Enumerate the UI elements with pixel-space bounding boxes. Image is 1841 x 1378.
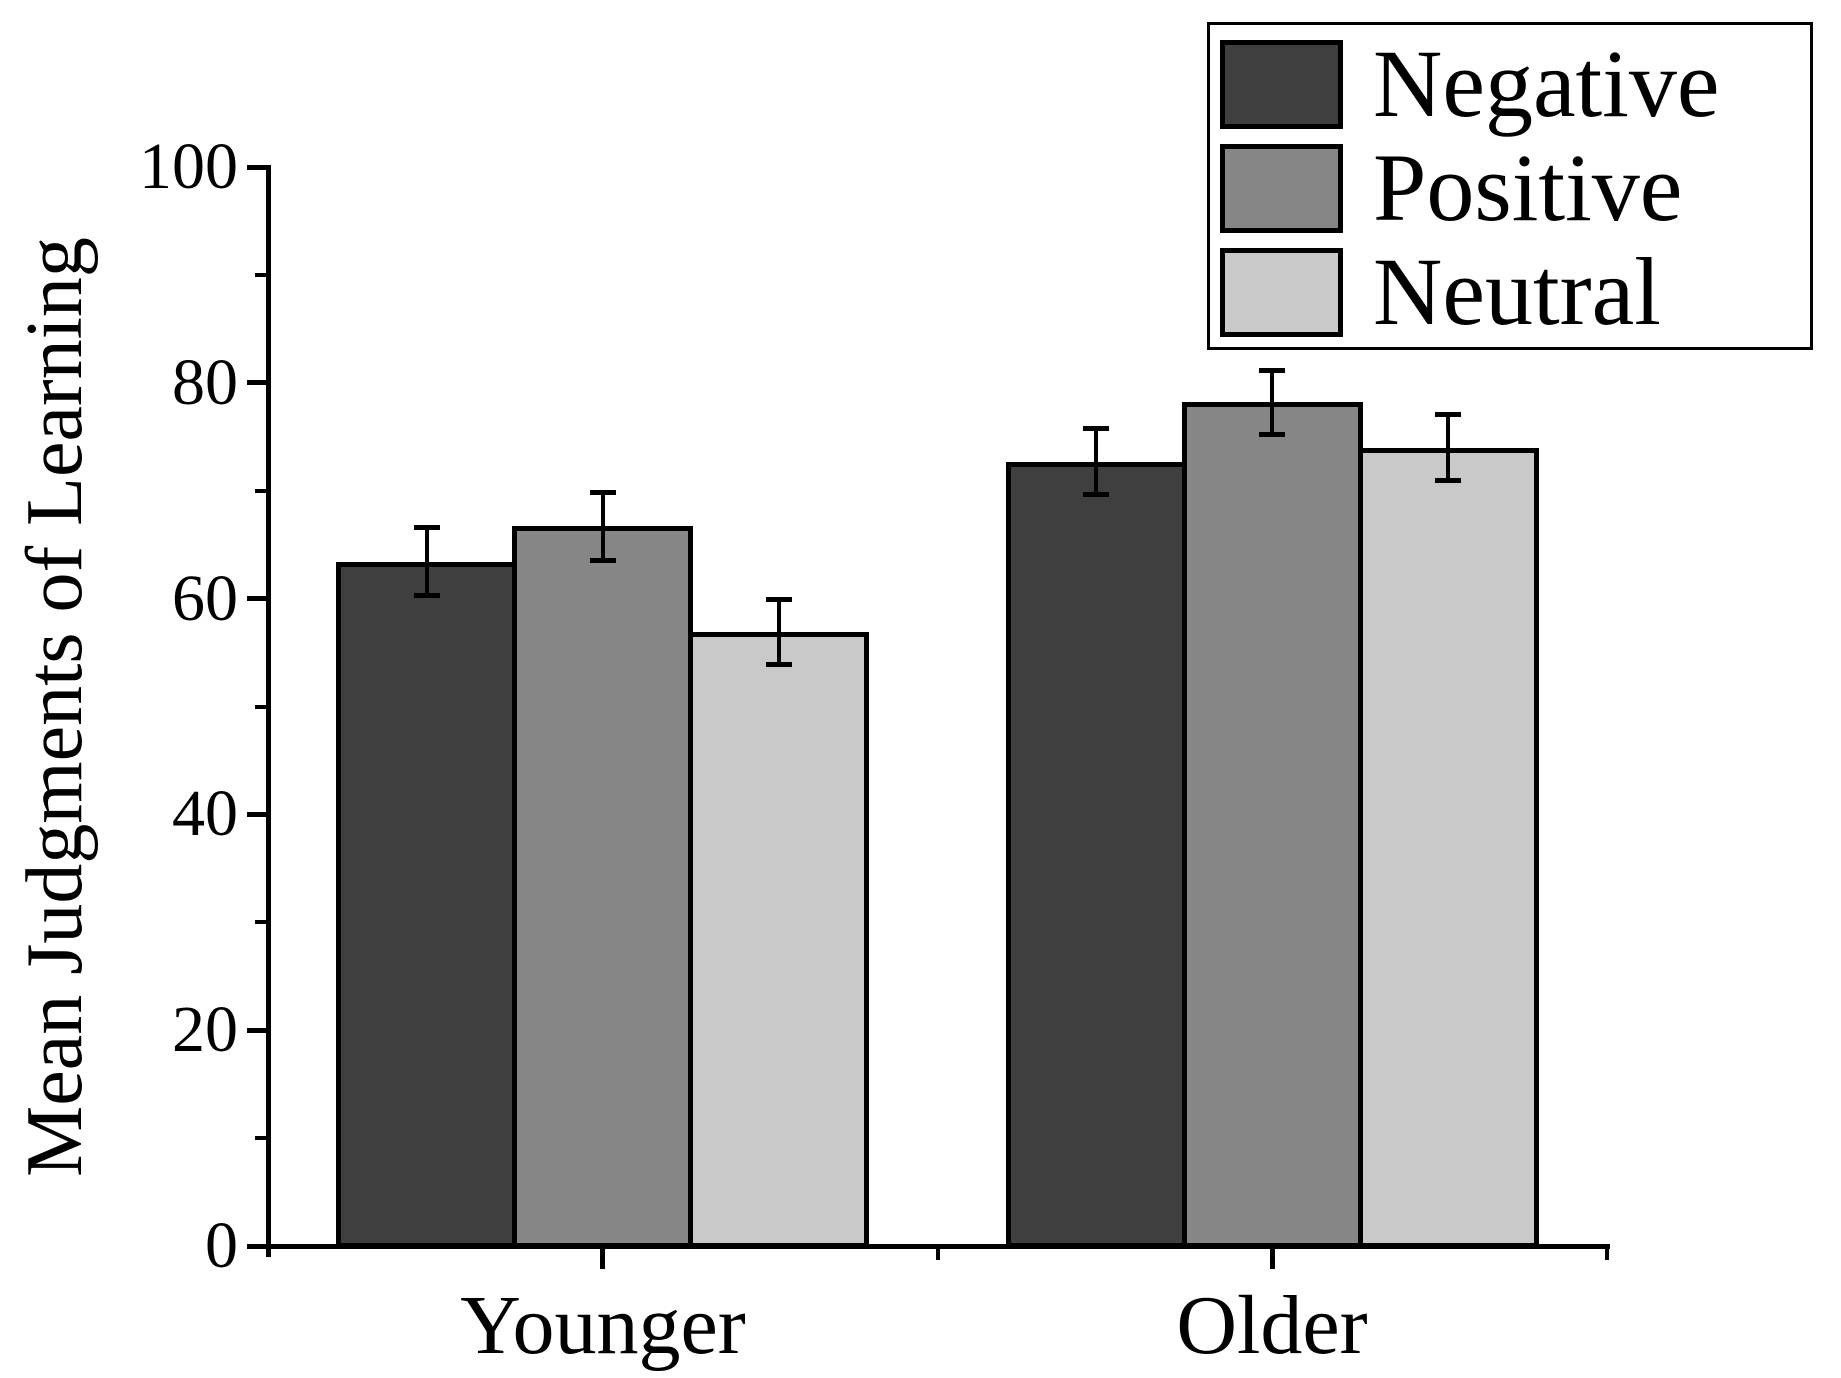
y-minor-tick bbox=[255, 920, 267, 925]
legend-label-positive: Positive bbox=[1373, 134, 1683, 241]
y-tick-label: 80 bbox=[172, 345, 238, 419]
error-bar-cap-top bbox=[413, 525, 440, 531]
bar-neutral-younger bbox=[688, 632, 870, 1248]
y-major-tick bbox=[247, 1243, 267, 1249]
legend-swatch-negative bbox=[1220, 39, 1343, 129]
error-bar-line bbox=[1270, 369, 1275, 435]
bar-negative-older bbox=[1005, 461, 1187, 1248]
x-minor-tick bbox=[1605, 1249, 1609, 1260]
bar-neutral-older bbox=[1357, 447, 1539, 1248]
bar-positive-younger bbox=[512, 526, 694, 1248]
x-major-tick bbox=[1269, 1249, 1275, 1269]
y-axis-line bbox=[266, 165, 271, 1257]
y-tick-label: 60 bbox=[172, 561, 238, 635]
y-minor-tick bbox=[255, 488, 267, 493]
x-category-label-younger: Younger bbox=[460, 1279, 746, 1372]
bar-negative-younger bbox=[336, 561, 518, 1248]
legend-item-positive: Positive bbox=[1220, 134, 1683, 241]
error-bar-cap-bottom bbox=[1435, 477, 1462, 483]
y-axis-title-wrap: Mean Judgments of Learning bbox=[10, 167, 100, 1246]
error-bar-cap-top bbox=[589, 489, 616, 495]
legend-label-neutral: Neutral bbox=[1373, 238, 1661, 345]
y-tick-label: 40 bbox=[172, 777, 238, 851]
error-bar-line bbox=[424, 527, 429, 597]
legend-label-negative: Negative bbox=[1373, 30, 1720, 137]
error-bar-cap-bottom bbox=[413, 593, 440, 599]
y-minor-tick bbox=[255, 704, 267, 709]
y-major-tick bbox=[247, 164, 267, 170]
y-tick-label: 100 bbox=[139, 130, 238, 203]
error-bar-cap-top bbox=[1083, 426, 1110, 432]
error-bar-cap-bottom bbox=[1083, 492, 1110, 498]
bar-positive-older bbox=[1181, 402, 1363, 1248]
x-category-label-older: Older bbox=[1176, 1279, 1368, 1372]
error-bar-cap-bottom bbox=[589, 557, 616, 563]
y-major-tick bbox=[247, 380, 267, 386]
x-minor-tick bbox=[935, 1249, 940, 1260]
y-minor-tick bbox=[255, 1136, 267, 1141]
x-axis-line bbox=[266, 1244, 1610, 1249]
y-tick-label: 0 bbox=[205, 1209, 238, 1282]
y-tick-label: 20 bbox=[172, 993, 238, 1067]
legend: Negative Positive Neutral bbox=[1207, 22, 1813, 350]
legend-item-neutral: Neutral bbox=[1220, 238, 1661, 345]
legend-item-negative: Negative bbox=[1220, 30, 1720, 137]
y-major-tick bbox=[247, 811, 267, 817]
legend-swatch-positive bbox=[1220, 143, 1343, 233]
legend-swatch-neutral bbox=[1220, 247, 1343, 337]
y-minor-tick bbox=[255, 272, 267, 277]
error-bar-line bbox=[600, 491, 605, 561]
error-bar-cap-top bbox=[1259, 367, 1286, 373]
error-bar-cap-top bbox=[1435, 412, 1462, 418]
y-major-tick bbox=[247, 1027, 267, 1033]
y-major-tick bbox=[247, 596, 267, 602]
error-bar-line bbox=[1446, 414, 1451, 481]
error-bar-cap-bottom bbox=[765, 662, 792, 668]
error-bar-cap-bottom bbox=[1259, 431, 1286, 437]
x-major-tick bbox=[600, 1249, 606, 1269]
error-bar-line bbox=[1094, 428, 1099, 495]
error-bar-cap-top bbox=[765, 596, 792, 602]
error-bar-line bbox=[776, 598, 781, 666]
